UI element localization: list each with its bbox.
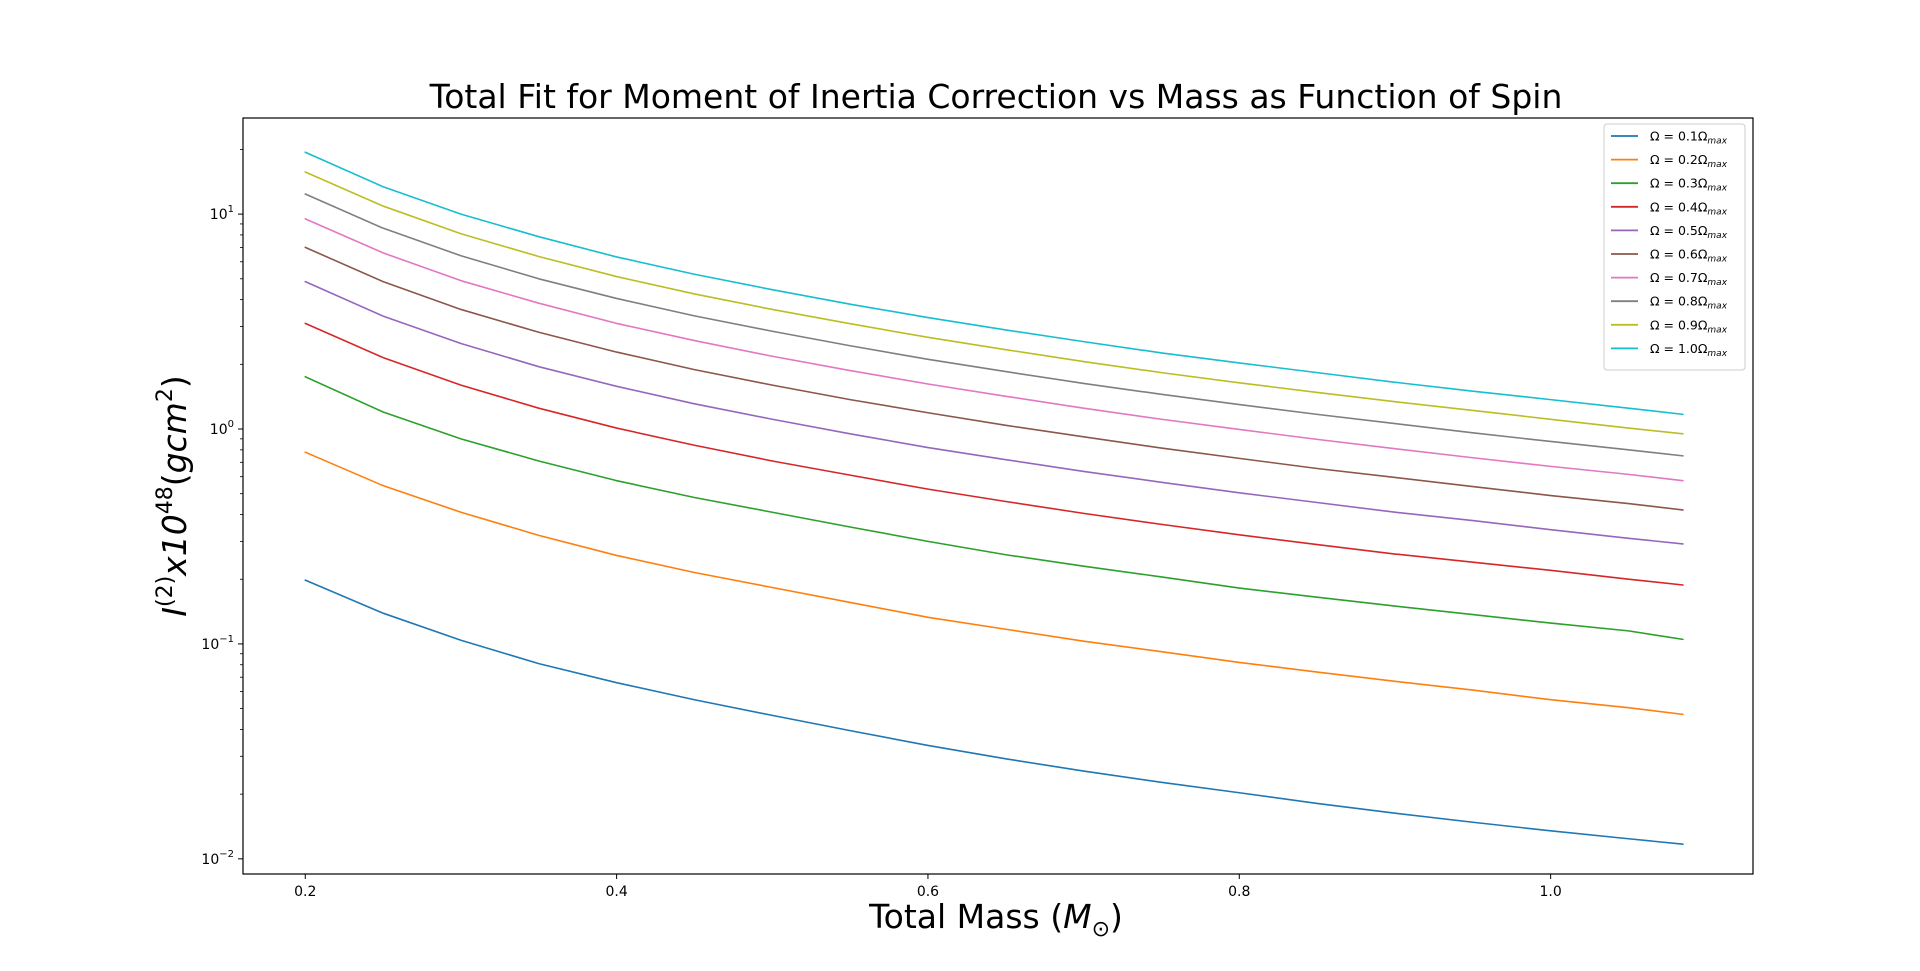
x-tick-label: 0.2 [294, 884, 316, 900]
x-axis-label-text: Total Mass (M⊙) [868, 897, 1123, 942]
y-tick-label: 100 [210, 419, 234, 438]
series-line-6 [304, 246, 1684, 511]
series-layer [304, 151, 1684, 845]
series-line-1 [304, 579, 1684, 845]
axis-layer: 0.2 0.4 0.6 0.8 1.0 10−2 10−1 100 101 [201, 149, 1562, 900]
y-tick-label: 10−1 [201, 634, 234, 653]
series-line-4 [304, 322, 1684, 586]
y-axis-label-text: I(2)x1048(gcm2) [153, 375, 194, 616]
legend-box [1603, 123, 1746, 371]
legend-label: Ω = 0.9Ωmax [1650, 317, 1728, 335]
legend-label: Ω = 1.0Ωmax [1650, 341, 1728, 359]
legend-label: Ω = 0.1Ωmax [1650, 129, 1728, 147]
y-tick-label: 101 [210, 204, 234, 223]
legend-label: Ω = 0.3Ωmax [1650, 176, 1728, 194]
legend-label: Ω = 0.6Ωmax [1650, 247, 1728, 265]
series-line-5 [304, 280, 1684, 545]
series-line-3 [304, 375, 1684, 641]
legend-label: Ω = 0.4Ωmax [1650, 199, 1728, 217]
series-line-7 [304, 218, 1684, 482]
x-axis-label: Total Mass (M⊙) [868, 897, 1123, 942]
legend-label: Ω = 0.5Ωmax [1650, 223, 1728, 241]
y-axis-label: I(2)x1048(gcm2) [153, 375, 194, 616]
x-tick-label: 1.0 [1539, 884, 1561, 900]
chart-title: Total Fit for Moment of Inertia Correcti… [429, 77, 1563, 116]
legend-label: Ω = 0.7Ωmax [1650, 270, 1728, 288]
plot-frame [242, 117, 1754, 875]
x-tick-label: 0.8 [1228, 884, 1250, 900]
x-tick-label: 0.6 [917, 884, 939, 900]
series-line-10 [304, 151, 1684, 416]
legend-label: Ω = 0.2Ωmax [1650, 152, 1728, 170]
series-line-2 [304, 451, 1684, 716]
legend: Ω = 0.1Ωmax Ω = 0.2Ωmax Ω = 0.3Ωmax Ω = 0.4… [1603, 123, 1746, 371]
legend-label: Ω = 0.8Ωmax [1650, 294, 1728, 312]
y-tick-label: 10−2 [201, 849, 234, 868]
series-line-8 [304, 193, 1684, 457]
series-line-9 [304, 171, 1684, 435]
x-tick-label: 0.4 [605, 884, 627, 900]
